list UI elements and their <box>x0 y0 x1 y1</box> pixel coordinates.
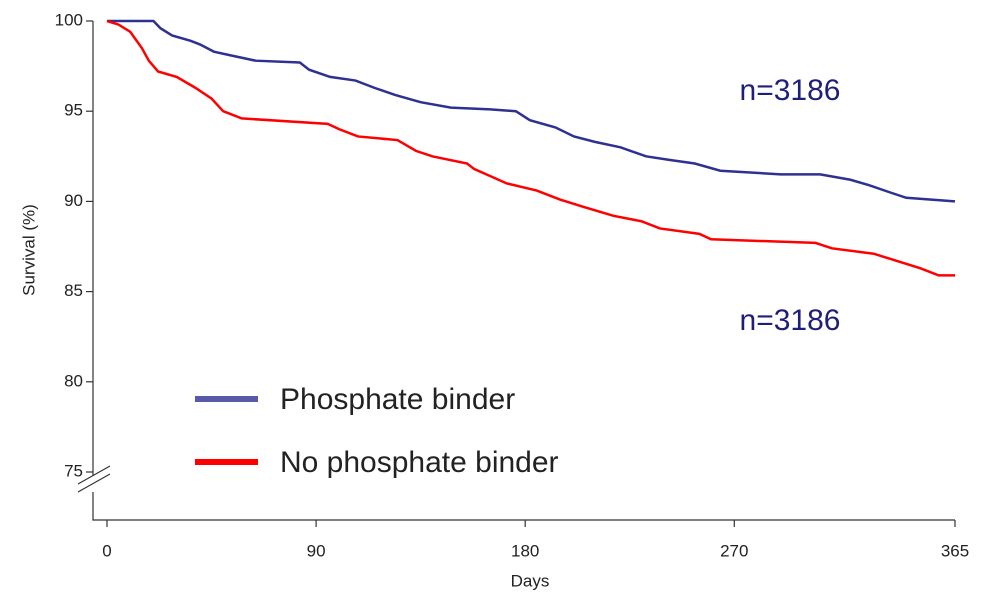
y-tick-label: 85 <box>64 281 83 300</box>
x-tick-label: 90 <box>307 541 326 560</box>
y-tick-label: 100 <box>55 10 83 29</box>
axis-line <box>92 21 955 521</box>
y-tick-label: 95 <box>64 101 83 120</box>
x-tick-label: 0 <box>102 541 111 560</box>
survival-line <box>106 19 955 277</box>
survival-line <box>107 19 956 203</box>
axis-break <box>77 465 111 493</box>
y-tick-label: 90 <box>64 191 83 210</box>
x-axis-label: Days <box>511 571 550 590</box>
legend-label: No phosphate binder <box>280 446 559 479</box>
x-tick-label: 365 <box>941 541 969 560</box>
annotation: n=3186 <box>740 74 841 107</box>
y-tick-label: 75 <box>64 461 83 480</box>
y-tick-label: 80 <box>64 371 83 390</box>
y-axis-label: Survival (%) <box>19 204 38 296</box>
legend-label: Phosphate binder <box>280 383 515 416</box>
annotation: n=3186 <box>740 304 841 337</box>
x-tick-label: 180 <box>511 541 539 560</box>
x-tick-label: 270 <box>720 541 748 560</box>
